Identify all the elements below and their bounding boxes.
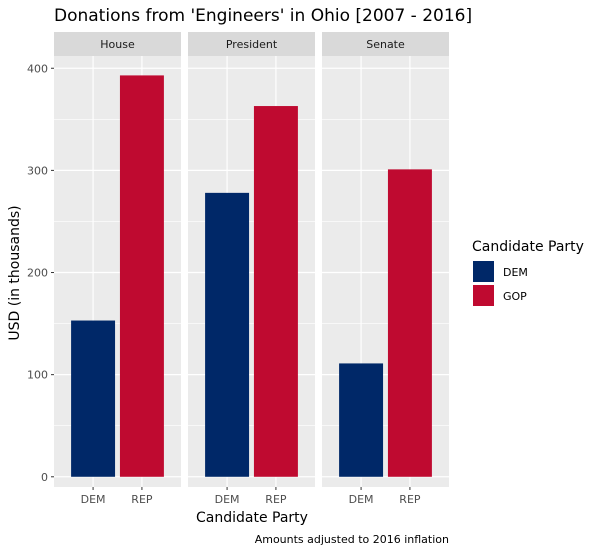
y-tick-label: 200 [27, 267, 48, 280]
y-tick-label: 300 [27, 164, 48, 177]
facet-panel-house: House DEM REP [54, 32, 181, 506]
facet-strip [322, 32, 449, 56]
facet-panels: House DEM REP President DEM REP Senate DEM REP [54, 32, 449, 506]
x-tick-label: DEM [215, 493, 240, 506]
y-tick-label: 400 [27, 62, 48, 75]
bar-president-dem [205, 192, 250, 477]
x-tick-label: REP [399, 493, 421, 506]
facet-strip-label: House [100, 38, 135, 51]
x-axis-label: Candidate Party [196, 510, 308, 526]
y-axis-label: USD (in thousands) [7, 205, 23, 340]
bar-house-rep [119, 75, 164, 477]
bar-house-dem [71, 320, 116, 477]
facet-panel-senate: Senate DEM REP [322, 32, 449, 506]
bar-senate-rep [387, 169, 432, 477]
legend-key-dem [473, 261, 494, 282]
x-tick-label: REP [131, 493, 153, 506]
legend-title: Candidate Party [472, 239, 584, 255]
legend-label-dem: DEM [503, 266, 528, 279]
bar-president-rep [253, 106, 298, 477]
facet-strip [188, 32, 315, 56]
x-tick-label: REP [265, 493, 287, 506]
y-tick-label: 100 [27, 369, 48, 382]
y-axis: 0 100 200 300 400 [27, 62, 54, 484]
y-tick-label: 0 [41, 471, 48, 484]
x-tick-label: DEM [81, 493, 106, 506]
legend: Candidate Party DEM GOP [472, 239, 584, 306]
legend-label-gop: GOP [503, 290, 527, 303]
facet-strip [54, 32, 181, 56]
facet-panel-president: President DEM REP [188, 32, 315, 506]
facet-strip-label: Senate [366, 38, 405, 51]
legend-key-gop [473, 285, 494, 306]
chart-title: Donations from 'Engineers' in Ohio [2007… [54, 6, 472, 26]
facet-strip-label: President [226, 38, 278, 51]
x-tick-label: DEM [349, 493, 374, 506]
bar-senate-dem [339, 363, 384, 477]
caption: Amounts adjusted to 2016 inflation [255, 533, 449, 546]
